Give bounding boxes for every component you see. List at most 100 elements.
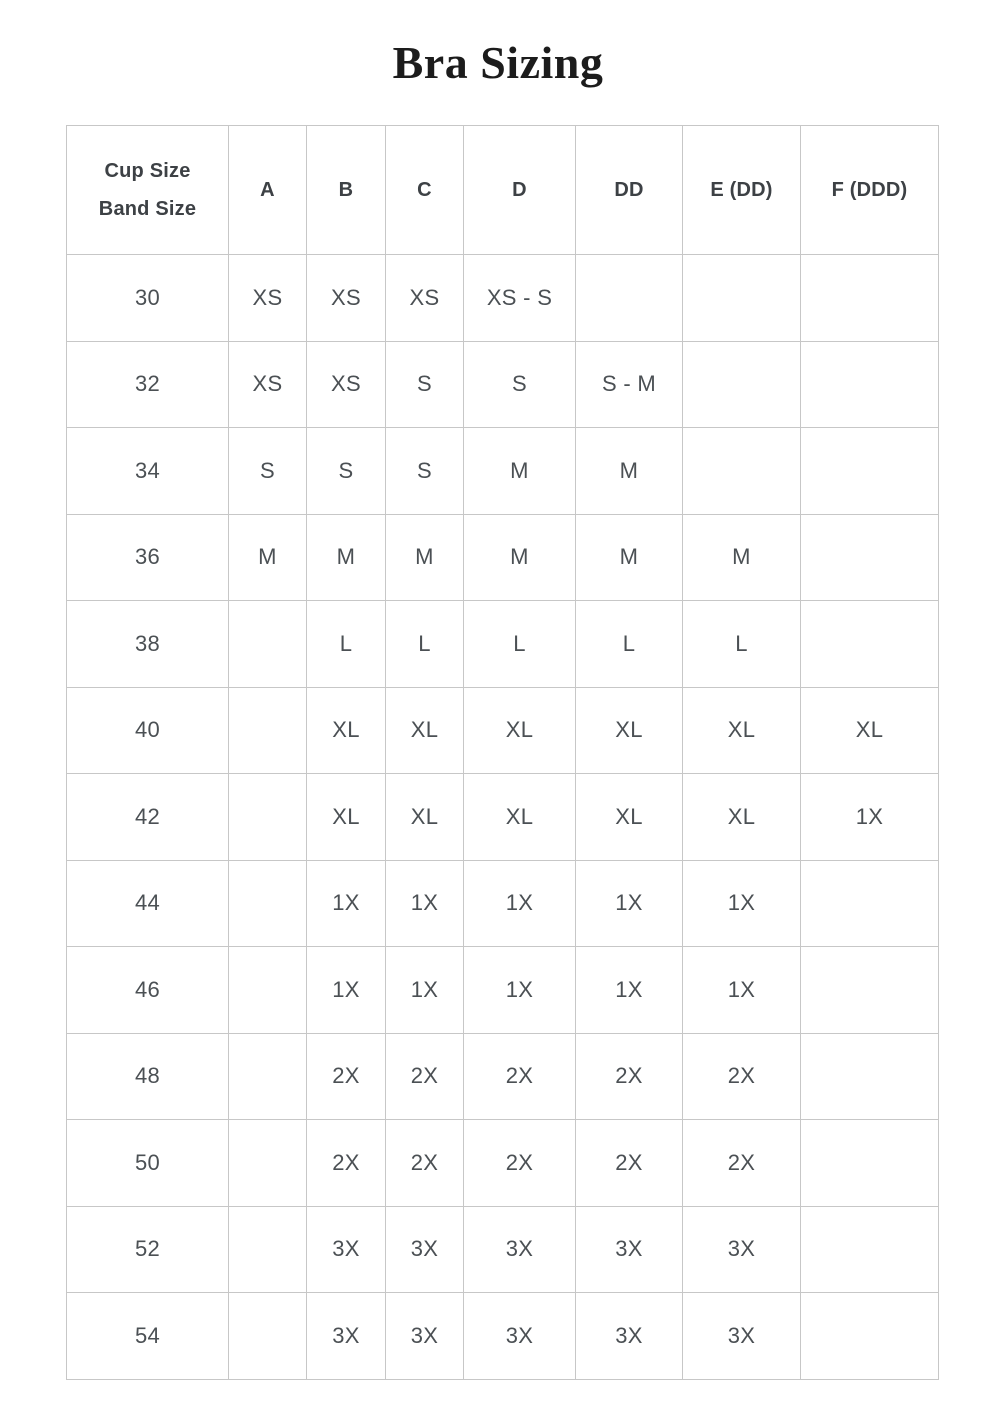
size-cell <box>228 1032 307 1120</box>
size-cell: XL <box>682 773 801 861</box>
band-size-cell: 34 <box>66 427 229 515</box>
size-cell <box>228 686 307 774</box>
size-cell: S <box>228 427 307 515</box>
band-size-cell: 32 <box>66 340 229 428</box>
size-cell: S <box>385 427 464 515</box>
size-cell: 2X <box>682 1032 801 1120</box>
size-cell: 1X <box>385 946 464 1034</box>
band-row-30: 30 XS XS XS XS - S <box>66 254 939 342</box>
band-row-36: 36 M M M M M M <box>66 513 939 601</box>
band-row-42: 42 XL XL XL XL XL 1X <box>66 773 939 861</box>
size-cell: 3X <box>306 1205 386 1293</box>
size-cell: 1X <box>385 859 464 947</box>
size-cell: L <box>306 600 386 688</box>
size-cell <box>800 1032 939 1120</box>
size-cell <box>800 1205 939 1293</box>
size-cell: XL <box>575 773 683 861</box>
size-cell: XL <box>463 686 576 774</box>
size-cell <box>228 1205 307 1293</box>
size-cell: 1X <box>463 859 576 947</box>
size-cell: 2X <box>306 1119 386 1207</box>
size-cell: 1X <box>682 946 801 1034</box>
size-cell: XS <box>385 254 464 342</box>
band-size-cell: 50 <box>66 1119 229 1207</box>
size-cell: 1X <box>575 946 683 1034</box>
size-cell: 2X <box>463 1032 576 1120</box>
band-row-32: 32 XS XS S S S - M <box>66 340 939 428</box>
size-cell: XL <box>385 686 464 774</box>
size-cell: S <box>463 340 576 428</box>
size-cell: 3X <box>575 1205 683 1293</box>
size-cell: XS - S <box>463 254 576 342</box>
table-body: 30 XS XS XS XS - S 32 XS XS S S S - M 34 S S S M M 36 M M M M… <box>66 254 939 1380</box>
size-cell <box>228 946 307 1034</box>
size-cell: 2X <box>306 1032 386 1120</box>
size-cell <box>800 1292 939 1380</box>
size-cell <box>800 859 939 947</box>
size-cell: XS <box>228 340 307 428</box>
size-cell <box>682 427 801 515</box>
band-size-cell: 40 <box>66 686 229 774</box>
size-cell: XL <box>463 773 576 861</box>
cup-size-header-1: A <box>228 125 307 255</box>
size-cell: 3X <box>682 1205 801 1293</box>
size-cell <box>800 600 939 688</box>
band-row-52: 52 3X 3X 3X 3X 3X <box>66 1205 939 1293</box>
cup-size-header-5: DD <box>575 125 683 255</box>
band-row-46: 46 1X 1X 1X 1X 1X <box>66 946 939 1034</box>
size-cell: M <box>385 513 464 601</box>
size-cell: 1X <box>463 946 576 1034</box>
bra-sizing-table: Cup Size Band Size A B C D DD E (DD) F (DDD) 3… <box>66 125 939 1380</box>
size-cell <box>228 859 307 947</box>
size-cell: 3X <box>463 1205 576 1293</box>
size-cell <box>800 427 939 515</box>
size-cell <box>228 600 307 688</box>
band-size-cell: 48 <box>66 1032 229 1120</box>
size-cell: XL <box>800 686 939 774</box>
size-cell <box>575 254 683 342</box>
size-cell: XS <box>306 254 386 342</box>
cup-size-header-2: B <box>306 125 386 255</box>
size-cell: L <box>575 600 683 688</box>
band-size-cell: 38 <box>66 600 229 688</box>
band-row-50: 50 2X 2X 2X 2X 2X <box>66 1119 939 1207</box>
size-cell: M <box>228 513 307 601</box>
size-cell: M <box>575 513 683 601</box>
size-chart-page: Bra Sizing Cup Size Band Size A B C D DD E (D… <box>66 37 939 1380</box>
size-cell: 1X <box>800 773 939 861</box>
band-size-cell: 42 <box>66 773 229 861</box>
band-size-cell: 54 <box>66 1292 229 1380</box>
size-cell: XL <box>682 686 801 774</box>
size-cell <box>682 340 801 428</box>
size-cell <box>800 946 939 1034</box>
size-cell: XL <box>385 773 464 861</box>
size-cell: L <box>463 600 576 688</box>
size-cell: S <box>385 340 464 428</box>
corner-header-cell: Cup Size Band Size <box>66 125 229 255</box>
cup-size-header-7: F (DDD) <box>800 125 939 255</box>
band-size-cell: 36 <box>66 513 229 601</box>
size-cell: XL <box>306 773 386 861</box>
size-cell: 3X <box>463 1292 576 1380</box>
page-title: Bra Sizing <box>392 37 604 88</box>
size-cell: 2X <box>575 1032 683 1120</box>
band-size-cell: 46 <box>66 946 229 1034</box>
band-row-40: 40 XL XL XL XL XL XL <box>66 686 939 774</box>
size-cell <box>682 254 801 342</box>
size-cell: M <box>463 513 576 601</box>
size-cell: M <box>306 513 386 601</box>
size-cell <box>228 1292 307 1380</box>
size-cell: M <box>682 513 801 601</box>
size-cell <box>228 1119 307 1207</box>
size-cell: 3X <box>575 1292 683 1380</box>
size-cell: XS <box>228 254 307 342</box>
size-cell <box>800 1119 939 1207</box>
band-size-cell: 52 <box>66 1205 229 1293</box>
size-cell: 3X <box>385 1292 464 1380</box>
size-cell: 1X <box>575 859 683 947</box>
cup-size-header-3: C <box>385 125 464 255</box>
size-cell <box>800 340 939 428</box>
size-cell: 2X <box>575 1119 683 1207</box>
size-cell: S - M <box>575 340 683 428</box>
size-cell <box>800 254 939 342</box>
